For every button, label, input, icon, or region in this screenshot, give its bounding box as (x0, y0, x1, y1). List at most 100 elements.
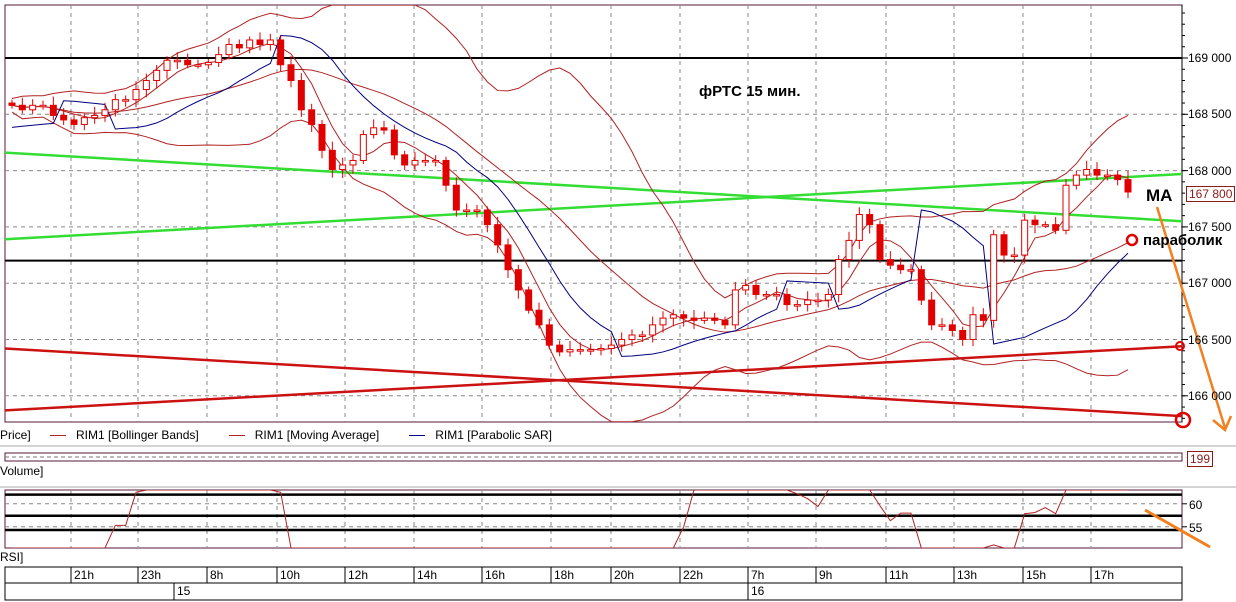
candle (597, 348, 605, 351)
candle (277, 39, 285, 66)
candle (442, 159, 450, 186)
last-price-label: 167 800 (1186, 186, 1236, 202)
candle (990, 234, 998, 321)
candle (545, 324, 553, 346)
candle (618, 339, 626, 346)
candle (287, 64, 295, 82)
time-label: 8h (210, 568, 224, 582)
legend-item: RIM1 [Moving Average] (228, 428, 380, 442)
candle (483, 209, 491, 226)
candle (380, 127, 388, 131)
legend-item: RIM1 [Parabolic SAR] (409, 428, 552, 442)
trend-line (5, 172, 1182, 241)
candle (876, 224, 884, 261)
candle (122, 99, 130, 102)
candle (979, 314, 987, 321)
candle (8, 102, 16, 106)
candle (659, 317, 667, 326)
candle (318, 123, 326, 151)
rsi-panel (4, 489, 1183, 549)
y-tick-label: 168 000 (1188, 163, 1232, 178)
candle (1010, 254, 1018, 258)
candle (721, 319, 729, 326)
time-label: 22h (683, 568, 704, 582)
trend-end-marker (1175, 341, 1185, 351)
candle (773, 293, 781, 297)
legend-label: RIM1 [Moving Average] (254, 428, 380, 442)
candle (297, 80, 305, 111)
candle (783, 293, 791, 306)
rsi-line (12, 490, 1128, 548)
candle (793, 304, 801, 307)
candle (1021, 219, 1029, 256)
legend-swatch (228, 435, 245, 437)
candle (411, 159, 419, 166)
date-label: 15 (177, 584, 191, 598)
y-tick-label: 167 500 (1188, 219, 1232, 234)
candle (1114, 174, 1122, 181)
time-label: 20h (614, 568, 635, 582)
time-label: 15h (1026, 568, 1047, 582)
candle (246, 39, 254, 49)
candle (948, 324, 956, 331)
candle (690, 317, 698, 321)
time-label: 23h (141, 568, 162, 582)
candle (173, 59, 181, 63)
annotation-parabolic: параболик (1143, 232, 1223, 249)
y-tick-label: 166 000 (1188, 388, 1232, 403)
time-label: 11h (889, 568, 909, 582)
candle (762, 293, 770, 297)
candle (421, 159, 429, 163)
candle (897, 264, 905, 271)
candle (514, 269, 522, 291)
y-tick-label: 167 000 (1188, 276, 1232, 291)
candle (1041, 224, 1049, 227)
legend-label: RIM1 [Bollinger Bands] (76, 428, 199, 442)
time-label: 7h (751, 568, 765, 582)
date-label: 16 (751, 584, 765, 598)
bollinger-middle (11, 68, 1129, 333)
candle (1072, 174, 1080, 186)
candle (39, 104, 47, 108)
candle (349, 159, 357, 166)
candle (256, 39, 264, 45)
candle (628, 334, 636, 341)
candle (494, 224, 502, 246)
trend-line (5, 347, 1182, 418)
legend-label: RIM1 [Parabolic SAR] (435, 428, 552, 442)
candle (390, 129, 398, 156)
candle (1083, 168, 1091, 176)
candle (959, 329, 967, 341)
candle (194, 64, 202, 67)
annotation-ma: MA (1146, 186, 1173, 205)
candle (29, 104, 37, 111)
candle (1052, 224, 1060, 231)
legend: RIM1 [Bollinger Bands] RIM1 [Moving Avera… (50, 428, 552, 442)
candle (359, 134, 367, 161)
candle (566, 349, 574, 353)
candle (866, 214, 874, 226)
time-label: 16h (485, 568, 506, 582)
candle (638, 334, 646, 337)
time-label: 12h (348, 568, 369, 582)
candle (587, 349, 595, 352)
legend-swatch (409, 435, 426, 437)
volume-last-value: 199 (1187, 451, 1214, 467)
candle (339, 164, 347, 170)
candle (576, 349, 584, 352)
candle (711, 317, 719, 321)
legend-item: RIM1 [Bollinger Bands] (50, 428, 199, 442)
trend-line (5, 345, 1182, 412)
legend-swatch (50, 435, 66, 437)
candle (525, 289, 533, 311)
candle (328, 149, 336, 170)
price-panel-label: Price] (0, 428, 31, 442)
candle (649, 324, 657, 336)
rsi-tick-label: 55 (1189, 521, 1203, 535)
candle (401, 154, 409, 166)
parabolic-marker (1125, 233, 1139, 247)
candle (432, 159, 440, 163)
candle (917, 269, 925, 301)
